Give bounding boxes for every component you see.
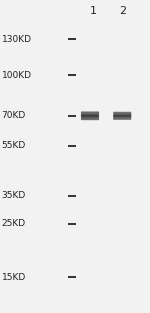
FancyBboxPatch shape	[114, 114, 131, 116]
FancyBboxPatch shape	[81, 117, 99, 119]
Text: 15KD: 15KD	[2, 273, 26, 281]
FancyBboxPatch shape	[81, 113, 99, 115]
FancyBboxPatch shape	[81, 116, 99, 118]
FancyBboxPatch shape	[81, 112, 99, 114]
Text: 1: 1	[90, 6, 96, 16]
FancyBboxPatch shape	[81, 114, 99, 115]
FancyBboxPatch shape	[114, 115, 131, 116]
Text: 130KD: 130KD	[2, 35, 31, 44]
FancyBboxPatch shape	[114, 113, 131, 115]
FancyBboxPatch shape	[81, 115, 99, 117]
FancyBboxPatch shape	[114, 117, 131, 118]
Text: 2: 2	[119, 6, 127, 16]
FancyBboxPatch shape	[81, 111, 99, 120]
Text: 55KD: 55KD	[2, 141, 26, 150]
FancyBboxPatch shape	[114, 118, 131, 119]
Text: 25KD: 25KD	[2, 219, 26, 228]
Text: 35KD: 35KD	[2, 191, 26, 200]
Text: 100KD: 100KD	[2, 71, 31, 80]
FancyBboxPatch shape	[114, 116, 131, 117]
FancyBboxPatch shape	[114, 112, 131, 114]
Text: 70KD: 70KD	[2, 111, 26, 120]
FancyBboxPatch shape	[113, 112, 131, 120]
FancyBboxPatch shape	[81, 118, 99, 120]
